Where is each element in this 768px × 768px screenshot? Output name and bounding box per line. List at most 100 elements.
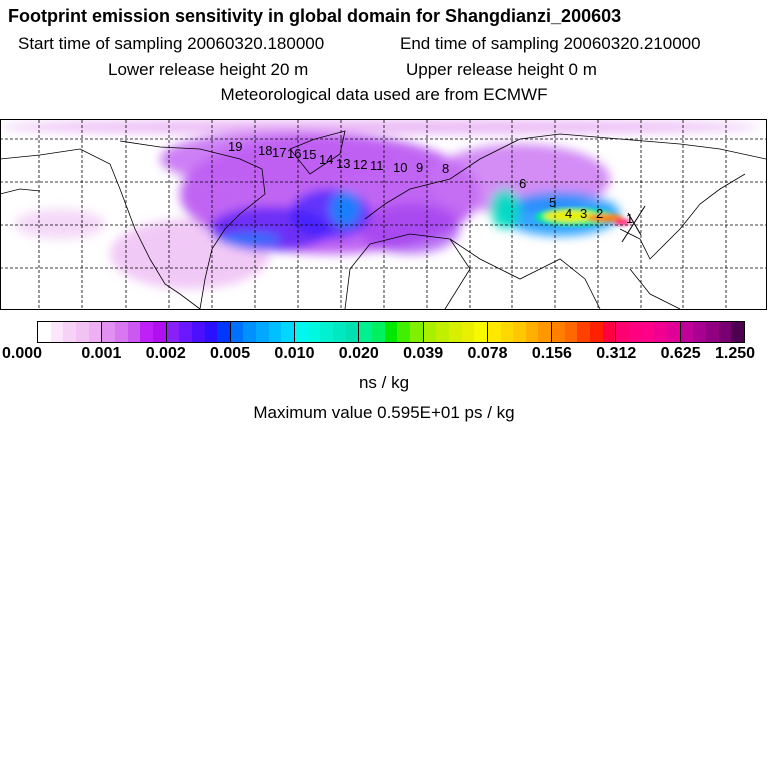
colorbar-swatch [718,322,732,342]
colorbar-swatch [693,322,706,342]
colorbar-unit: ns / kg [358,373,410,392]
trajectory-label: 2 [596,206,603,221]
colorbar-swatch [564,322,578,342]
colorbar-tick-label: 0.625 [660,345,701,362]
colorbar-swatch [654,322,668,342]
colorbar-swatch [345,322,359,342]
colorbar-swatch [667,322,680,342]
trajectory-label: 13 [336,156,350,171]
colorbar-swatch [371,322,385,342]
trajectory-label: 6 [519,176,526,191]
colorbar-tick-label: 0.005 [210,345,251,362]
start-time: Start time of sampling 20060320.180000 [18,34,325,53]
colorbar-swatch [384,322,398,342]
lower-release-height: Lower release height 20 m [108,60,309,79]
colorbar-swatch [63,322,76,342]
colorbar-swatch [320,322,334,342]
colorbar-tick-label: 0.039 [403,345,444,362]
colorbar-swatch [127,322,141,342]
trajectory-label: 17 [272,145,286,160]
trajectory-label: 12 [353,157,367,172]
footprint-map: 1 2 3 4 5 6 8 9 10 11 12 13 14 15 16 17 … [0,119,767,310]
colorbar-swatch [166,322,180,342]
trajectory-label: 16 [287,146,301,161]
colorbar-swatch [75,322,89,342]
colorbar-segment [423,322,488,342]
colorbar-swatch [448,322,462,342]
colorbar-tick-label: 0.001 [81,345,122,362]
colorbar-tick-label: 0.010 [274,345,315,362]
colorbar-swatch [705,322,719,342]
colorbar-tick-label: 0.078 [467,345,508,362]
colorbar-swatch [590,322,603,342]
colorbar-swatch [256,322,269,342]
colorbar-segment [552,322,617,342]
colorbar-swatch [268,322,282,342]
colorbar-swatch [179,322,192,342]
colorbar-swatch [525,322,539,342]
colorbar-swatch [513,322,526,342]
colorbar-tick-label: 1.250 [714,345,756,362]
colorbar-swatch [140,322,153,342]
colorbar-swatch [359,322,372,342]
colorbar-swatch [333,322,346,342]
colorbar-segment [487,322,553,342]
colorbar-segment [295,322,360,342]
colorbar-swatch [217,322,230,342]
colorbar-segment [38,322,103,342]
colorbar-swatch [487,322,501,342]
upper-release-height: Upper release height 0 m [406,60,597,79]
trajectory-label: 3 [580,206,587,221]
colorbar-segment [166,322,231,342]
colorbar-swatch [114,322,128,342]
trajectory-label: 18 [258,143,272,158]
colorbar-segment [680,322,744,342]
end-time: End time of sampling 20060320.210000 [400,34,701,53]
colorbar-tick-label: 0.000 [1,345,43,362]
colorbar-segment [359,322,424,342]
colorbar-tick-label: 0.002 [145,345,186,362]
map-frame [0,119,767,310]
colorbar-swatch [230,322,244,342]
colorbar-swatch [641,322,655,342]
colorbar-swatch [88,322,102,342]
colorbar-swatch [307,322,321,342]
colorbar-swatch [680,322,694,342]
trajectory-label: 11 [370,158,384,173]
colorbar-swatch [38,322,51,342]
colorbar-segment [616,322,681,342]
colorbar-tick-label: 0.312 [596,345,637,362]
colorbar-swatch [731,322,744,342]
colorbar-swatch [409,322,423,342]
colorbar-swatch [461,322,475,342]
colorbar-swatch [152,322,166,342]
trajectory-label: 14 [319,152,333,167]
trajectory-label: 9 [416,160,423,175]
met-data-source: Meteorological data used are from ECMWF [220,85,548,104]
trajectory-label: 15 [302,147,316,162]
colorbar-swatch [281,322,295,342]
trajectory-label: 10 [393,160,407,175]
coastlines [0,130,767,310]
colorbar-swatch [552,322,565,342]
graticule [0,120,766,309]
colorbar-swatch [423,322,437,342]
colorbar [37,321,745,343]
colorbar-swatch [602,322,616,342]
plot-title: Footprint emission sensitivity in global… [8,6,622,26]
colorbar-swatch [204,322,218,342]
colorbar-tick-label: 0.156 [531,345,572,362]
colorbar-swatch [397,322,410,342]
colorbar-swatch [577,322,591,342]
colorbar-swatch [616,322,630,342]
trajectory-labels: 1 2 3 4 5 6 8 9 10 11 12 13 14 15 16 17 … [228,139,633,226]
colorbar-swatch [538,322,552,342]
colorbar-swatch [629,322,642,342]
maximum-value: Maximum value 0.595E+01 ps / kg [253,403,515,422]
colorbar-swatch [295,322,308,342]
trajectory-label: 4 [565,206,572,221]
trajectory-label: 5 [549,195,556,210]
colorbar-swatch [50,322,64,342]
colorbar-segment [230,322,296,342]
station-marker-icon [621,205,646,243]
